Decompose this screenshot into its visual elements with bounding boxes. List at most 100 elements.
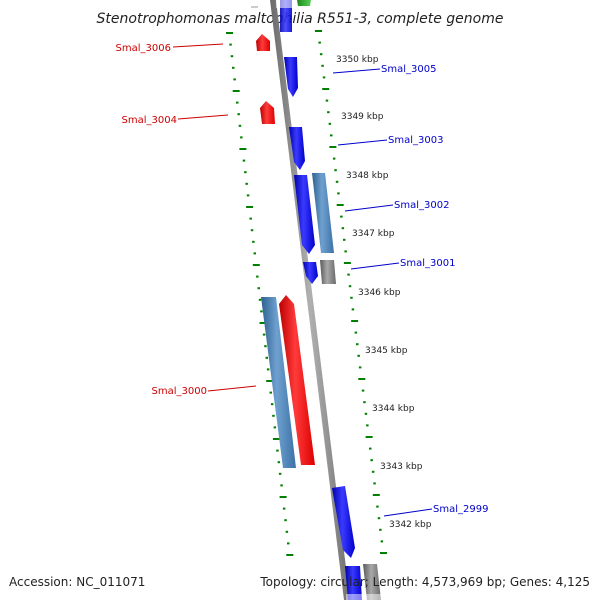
tick-mark bbox=[357, 354, 360, 357]
tick-mark bbox=[340, 215, 343, 218]
tick-mark bbox=[361, 389, 365, 392]
partial-gene-top-blue bbox=[276, 0, 296, 32]
tick-mark bbox=[350, 296, 353, 299]
page-title: Stenotrophomonas maltophilia R551-3, com… bbox=[97, 11, 504, 27]
tick-mark bbox=[276, 449, 279, 452]
tick-mark bbox=[319, 53, 323, 56]
tick-mark bbox=[229, 43, 232, 46]
tick-mark bbox=[348, 285, 352, 288]
position-label: 3346 kbp bbox=[358, 288, 401, 298]
gene-smal-3001[interactable] bbox=[303, 260, 336, 284]
tick-mark bbox=[285, 530, 289, 533]
tick-mark bbox=[239, 148, 247, 150]
tick-mark bbox=[329, 146, 337, 148]
position-label: 3348 kbp bbox=[346, 171, 389, 181]
gene-label-smal-3001[interactable]: Smal_3001 bbox=[400, 258, 455, 269]
position-label: 3343 kbp bbox=[380, 462, 423, 472]
gene-label-smal-3004[interactable]: Smal_3004 bbox=[122, 115, 177, 126]
tick-mark bbox=[322, 88, 330, 90]
tick-mark bbox=[259, 322, 267, 324]
tick-mark bbox=[332, 157, 336, 160]
gene-smal-3004[interactable] bbox=[260, 101, 275, 124]
tick-mark bbox=[380, 552, 387, 554]
tick-mark bbox=[380, 540, 384, 543]
tick-mark bbox=[343, 238, 346, 241]
tick-mark bbox=[337, 192, 340, 195]
tick-mark bbox=[256, 275, 259, 278]
tick-mark bbox=[371, 470, 375, 473]
tick-mark bbox=[252, 264, 260, 266]
position-label: 3350 kbp bbox=[336, 55, 379, 65]
tick-mark bbox=[358, 366, 362, 369]
tick-mark bbox=[335, 180, 339, 183]
position-label: 3345 kbp bbox=[365, 346, 408, 356]
tick-mark bbox=[240, 136, 243, 139]
tick-mark bbox=[278, 472, 282, 475]
partial-gene-bottom bbox=[345, 564, 384, 600]
gene-smal-2999[interactable] bbox=[332, 486, 355, 558]
gene-label-smal-3002[interactable]: Smal_3002 bbox=[394, 200, 449, 211]
tick-mark bbox=[328, 122, 332, 125]
tick-mark bbox=[253, 252, 256, 255]
gene-smal-3005[interactable] bbox=[284, 57, 298, 97]
tick-mark bbox=[376, 505, 379, 508]
tick-mark bbox=[287, 542, 290, 545]
tick-mark bbox=[260, 310, 263, 313]
tick-mark bbox=[233, 78, 236, 81]
tick-mark bbox=[377, 517, 381, 520]
genome-summary-text: Topology: circular; Length: 4,573,969 bp… bbox=[259, 575, 590, 589]
tick-mark bbox=[366, 424, 369, 427]
gene-smal-3002[interactable] bbox=[294, 173, 334, 254]
tick-mark bbox=[236, 101, 239, 104]
tick-mark bbox=[273, 426, 277, 429]
tick-mark bbox=[244, 171, 247, 174]
tick-mark bbox=[379, 528, 382, 531]
tick-mark bbox=[272, 414, 275, 417]
tick-mark bbox=[230, 55, 234, 58]
gene-label-smal-2999[interactable]: Smal_2999 bbox=[433, 504, 488, 515]
tick-mark bbox=[343, 262, 351, 264]
tick-mark bbox=[237, 113, 240, 116]
gene-label-smal-3005[interactable]: Smal_3005 bbox=[381, 64, 436, 75]
tick-mark bbox=[277, 461, 281, 464]
tick-mark bbox=[358, 378, 366, 380]
tick-mark bbox=[279, 496, 287, 498]
tick-mark bbox=[266, 380, 274, 382]
tick-mark bbox=[341, 227, 345, 230]
tick-mark bbox=[372, 494, 380, 496]
tick-mark bbox=[282, 507, 286, 510]
tick-mark bbox=[280, 484, 283, 487]
tick-mark bbox=[364, 412, 368, 415]
tick-mark bbox=[249, 217, 252, 220]
tick-mark bbox=[370, 459, 373, 462]
gene-smal-3000[interactable] bbox=[261, 295, 315, 468]
left-tick-rail bbox=[226, 32, 294, 556]
position-label: 3349 kbp bbox=[341, 112, 384, 122]
gene-label-smal-3000[interactable]: Smal_3000 bbox=[152, 386, 207, 397]
gene-label-smal-3006[interactable]: Smal_3006 bbox=[116, 43, 171, 54]
tick-mark bbox=[365, 436, 373, 438]
tick-mark bbox=[334, 169, 337, 172]
tick-mark bbox=[242, 159, 246, 162]
tick-mark bbox=[250, 229, 254, 232]
tick-mark bbox=[238, 124, 242, 127]
gene-smal-3003[interactable] bbox=[289, 127, 305, 170]
tick-mark bbox=[330, 134, 333, 137]
tick-mark bbox=[257, 287, 260, 290]
tick-mark bbox=[315, 30, 322, 32]
position-label: 3347 kbp bbox=[352, 229, 395, 239]
small-tick-mark bbox=[251, 6, 258, 8]
gene-label-smal-3003[interactable]: Smal_3003 bbox=[388, 135, 443, 146]
tick-mark bbox=[325, 99, 329, 102]
tick-mark bbox=[226, 32, 233, 34]
partial-gene-top-green bbox=[297, 0, 311, 6]
label-leader-lines bbox=[172, 43, 433, 517]
tick-mark bbox=[363, 401, 366, 404]
tick-mark bbox=[327, 111, 330, 114]
tick-mark bbox=[286, 554, 294, 556]
tick-mark bbox=[258, 298, 262, 301]
gene-smal-3006[interactable] bbox=[256, 34, 270, 51]
tick-mark bbox=[272, 438, 280, 440]
position-label: 3344 kbp bbox=[372, 404, 415, 414]
